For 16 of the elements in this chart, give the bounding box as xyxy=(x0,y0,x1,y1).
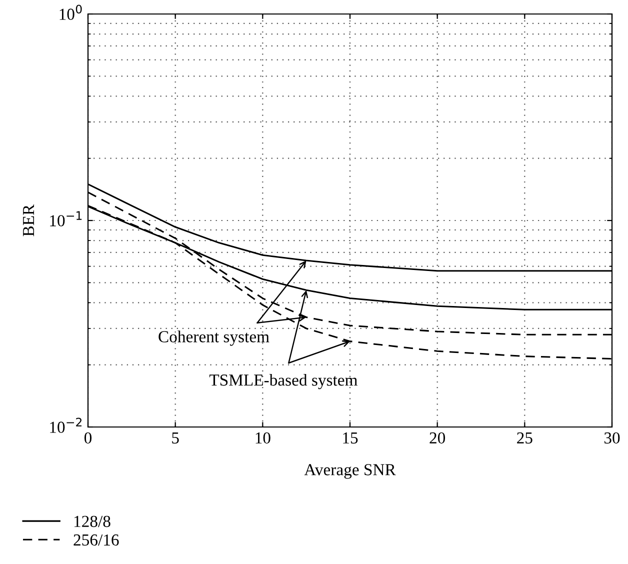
x-tick-label: 10 xyxy=(256,432,270,444)
legend-label: 256/16 xyxy=(74,534,119,546)
x-tick-label: 25 xyxy=(517,432,532,444)
x-axis-title: Average SNR xyxy=(304,464,396,479)
annotation: Coherent system xyxy=(158,330,270,346)
y-axis-title: BER xyxy=(23,204,34,236)
y-tick-label: 10$^{−2}$ xyxy=(50,418,82,433)
x-tick-label: 20 xyxy=(430,432,446,444)
y-tick-label: 10$^{−1}$ xyxy=(50,211,82,226)
annotation: TSMLE-based system xyxy=(209,374,358,390)
x-tick-label: 15 xyxy=(343,432,358,444)
x-tick-label: 30 xyxy=(604,432,620,444)
legend-label: 128/8 xyxy=(74,516,110,528)
x-tick-label: 0 xyxy=(84,432,92,444)
y-tick-label: 10$^{0}$ xyxy=(60,4,82,20)
x-tick-label: 5 xyxy=(172,432,179,444)
